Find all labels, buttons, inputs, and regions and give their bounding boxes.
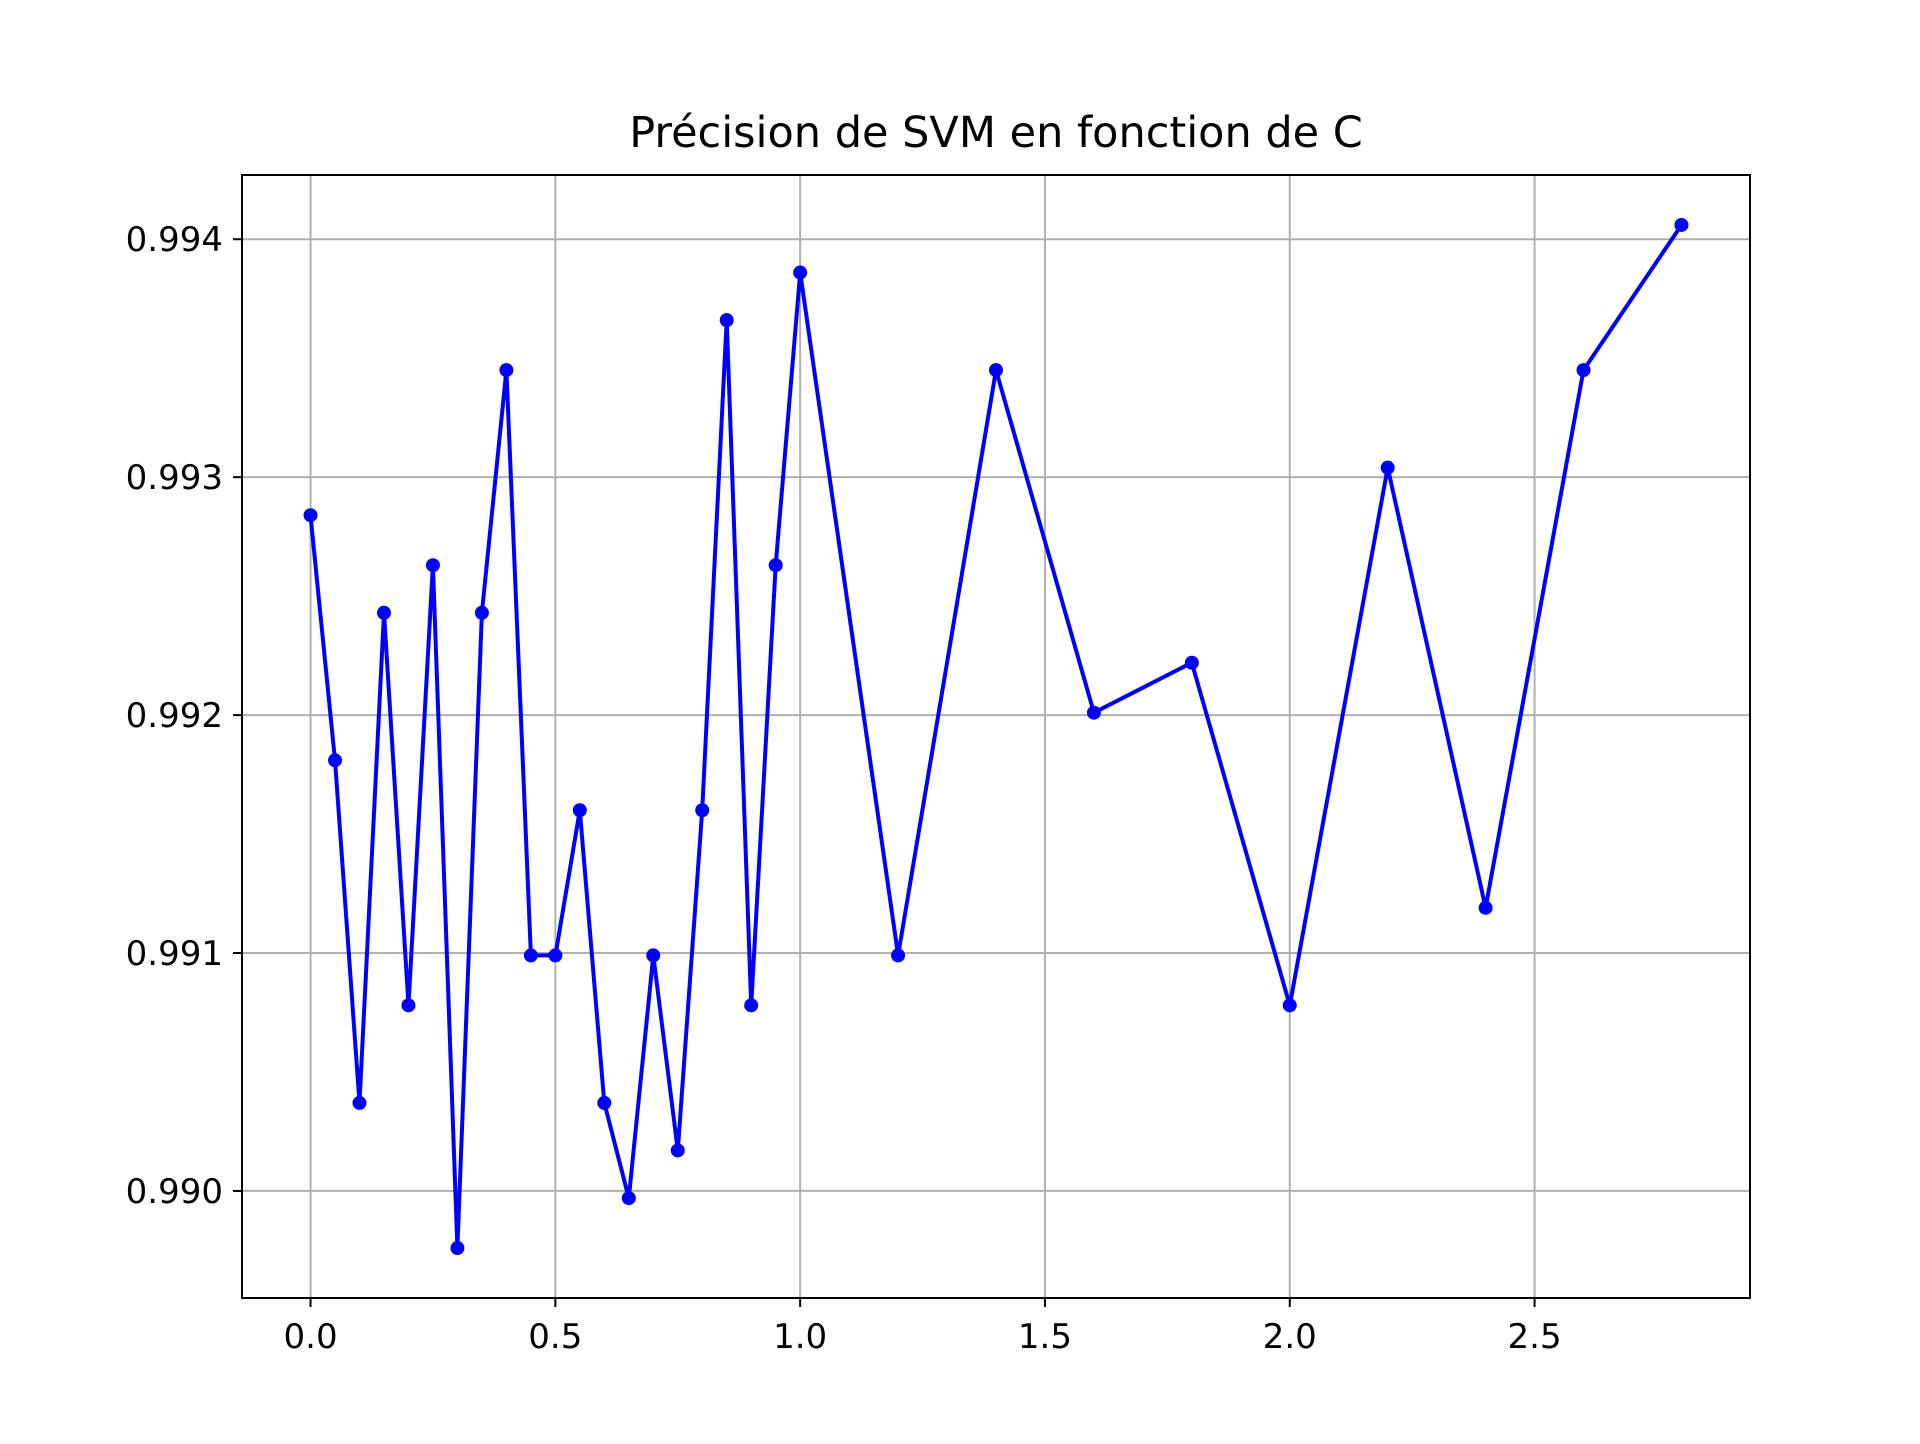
data-point bbox=[719, 313, 734, 328]
grid-lines bbox=[242, 175, 1750, 1298]
data-point bbox=[670, 1143, 685, 1158]
axis-ticks: 0.0 0.5 1.0 1.5 2.0 2.5 0.990 0.991 0.992 0.993 0.… bbox=[126, 220, 1562, 1357]
data-point bbox=[695, 803, 710, 818]
x-tick-label: 0.5 bbox=[528, 1317, 582, 1357]
y-tick-label: 0.993 bbox=[126, 458, 223, 498]
data-point bbox=[523, 948, 538, 963]
data-point bbox=[1184, 655, 1199, 670]
plot-area-frame bbox=[241, 174, 1751, 1299]
y-tick-label: 0.992 bbox=[126, 696, 223, 736]
data-point bbox=[744, 998, 759, 1013]
x-tick-label: 1.5 bbox=[1018, 1317, 1072, 1357]
data-point bbox=[646, 948, 661, 963]
data-point bbox=[303, 508, 318, 523]
data-point bbox=[376, 605, 391, 620]
data-point bbox=[1086, 705, 1101, 720]
data-point bbox=[425, 558, 440, 573]
data-point bbox=[621, 1191, 636, 1206]
data-point bbox=[1282, 998, 1297, 1013]
data-point bbox=[1674, 217, 1689, 232]
x-tick-label: 0.0 bbox=[284, 1317, 338, 1357]
data-point bbox=[401, 998, 416, 1013]
x-tick-label: 1.0 bbox=[773, 1317, 827, 1357]
x-tick-label: 2.0 bbox=[1263, 1317, 1317, 1357]
y-tick-label: 0.991 bbox=[126, 934, 223, 974]
data-point bbox=[891, 948, 906, 963]
y-tick-label: 0.990 bbox=[126, 1172, 223, 1212]
x-tick-label: 2.5 bbox=[1508, 1317, 1562, 1357]
data-point bbox=[1576, 363, 1591, 378]
data-point bbox=[1380, 460, 1395, 475]
data-point bbox=[572, 803, 587, 818]
data-point bbox=[1478, 900, 1493, 915]
data-point bbox=[352, 1095, 367, 1110]
data-point bbox=[793, 265, 808, 280]
data-point bbox=[597, 1095, 612, 1110]
series-layer bbox=[303, 217, 1689, 1256]
chart-title: Précision de SVM en fonction de C bbox=[629, 108, 1363, 158]
data-point bbox=[768, 558, 783, 573]
data-point bbox=[474, 605, 489, 620]
data-point bbox=[989, 363, 1003, 378]
data-point bbox=[328, 753, 343, 768]
data-point bbox=[548, 948, 563, 963]
y-tick-label: 0.994 bbox=[126, 220, 223, 260]
data-point bbox=[499, 363, 514, 378]
series-line bbox=[308, 223, 1684, 1250]
data-point bbox=[450, 1241, 465, 1256]
